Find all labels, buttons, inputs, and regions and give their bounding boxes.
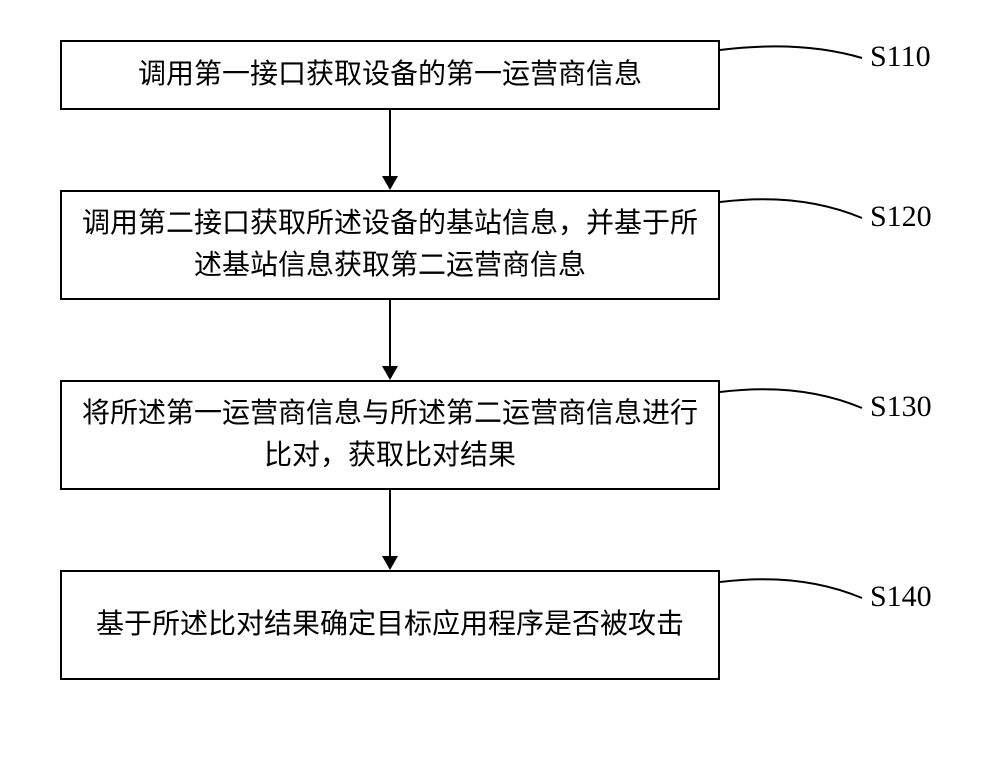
step-label-s110: S110 (870, 40, 931, 74)
step-box-s130: 将所述第一运营商信息与所述第二运营商信息进行比对，获取比对结果 (60, 380, 720, 490)
step-label-s130: S130 (870, 390, 932, 424)
step-text: 调用第二接口获取所述设备的基站信息，并基于所述基站信息获取第二运营商信息 (82, 203, 698, 287)
arrow-line-2 (389, 300, 391, 366)
arrow-line-1 (389, 110, 391, 176)
arrow-head-icon (382, 556, 398, 570)
step-text: 基于所述比对结果确定目标应用程序是否被攻击 (96, 604, 684, 646)
step-label-s140: S140 (870, 580, 932, 614)
arrow-head-icon (382, 366, 398, 380)
step-label-s120: S120 (870, 200, 932, 234)
arrow-line-3 (389, 490, 391, 556)
step-box-s120: 调用第二接口获取所述设备的基站信息，并基于所述基站信息获取第二运营商信息 (60, 190, 720, 300)
step-text: 将所述第一运营商信息与所述第二运营商信息进行比对，获取比对结果 (82, 393, 698, 477)
step-box-s140: 基于所述比对结果确定目标应用程序是否被攻击 (60, 570, 720, 680)
step-box-s110: 调用第一接口获取设备的第一运营商信息 (60, 40, 720, 110)
flowchart-canvas: 调用第一接口获取设备的第一运营商信息 S110 调用第二接口获取所述设备的基站信… (0, 0, 1000, 768)
arrow-head-icon (382, 176, 398, 190)
step-text: 调用第一接口获取设备的第一运营商信息 (138, 54, 642, 96)
